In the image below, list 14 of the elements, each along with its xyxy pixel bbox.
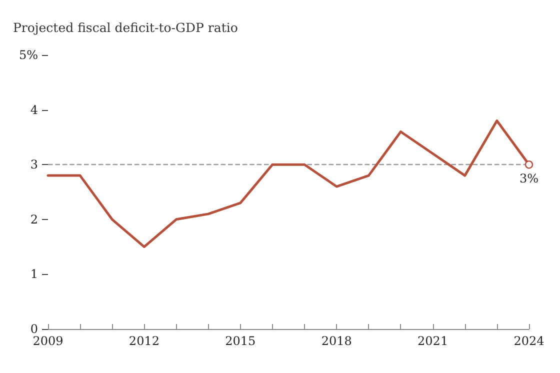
chart-title: Projected fiscal deficit-to-GDP ratio [13, 20, 238, 35]
x-tick-label: 2018 [321, 334, 352, 348]
x-tick-label: 2015 [225, 334, 256, 348]
y-tick-label: 3 [30, 158, 38, 172]
annotation: 3% [519, 172, 539, 186]
y-tick-label: 5% [18, 48, 38, 62]
x-tick-label: 2012 [128, 334, 160, 348]
y-tick-label: 4 [30, 102, 38, 117]
y-tick-label: 2 [30, 212, 38, 226]
x-tick-label: 2009 [32, 334, 64, 348]
y-tick-label: 1 [30, 267, 38, 282]
x-tick-label: 2024 [514, 334, 545, 348]
x-tick-label: 2021 [418, 334, 448, 348]
y-tick-label: 0 [30, 322, 38, 336]
